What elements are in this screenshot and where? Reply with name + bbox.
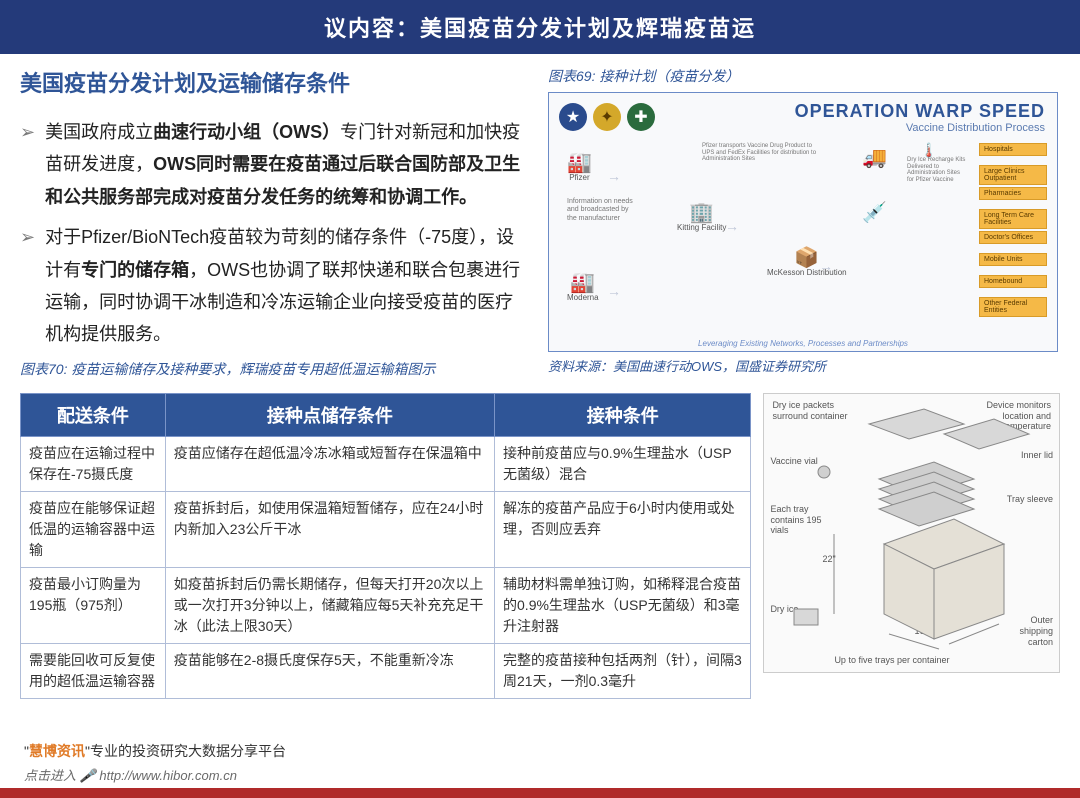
table-cell: 疫苗应储存在超低温冷冻冰箱或短暂存在保温箱中 xyxy=(165,436,494,491)
table-cell: 完整的疫苗接种包括两剂（针），间隔3周21天，一剂0.3毫升 xyxy=(495,643,751,698)
left-column: 美国疫苗分发计划及运输储存条件 ➢ 美国政府成立曲速行动小组（OWS）专门针对新… xyxy=(20,66,530,385)
right-column: 图表69: 接种计划（疫苗分发） ★ ✦ ✚ OPERATION WARP SP… xyxy=(548,66,1058,385)
chart70-caption: 图表70: 疫苗运输储存及接种要求，辉瑞疫苗专用超低温运输箱图示 xyxy=(20,359,530,379)
table-row: 需要能回收可反复使用的超低温运输容器疫苗能够在2-8摄氏度保存5天，不能重新冷冻… xyxy=(21,643,751,698)
table-cell: 疫苗应在能够保证超低温的运输容器中运输 xyxy=(21,491,166,567)
table-header-row: 配送条件接种点储存条件接种条件 xyxy=(21,393,751,436)
source-line: 资料来源：辉瑞，FDA，国盛证券研究所 点击进入 🎤 http://www.hi… xyxy=(0,765,1080,788)
table-cell: 如疫苗拆封后仍需长期储存，但每天打开20次以上或一次打开3分钟以上，储藏箱应每5… xyxy=(165,567,494,643)
bullet-text: 美国政府成立曲速行动小组（OWS）专门针对新冠和加快疫苗研发进度，OWS同时需要… xyxy=(45,116,530,213)
table-header: 接种条件 xyxy=(495,393,751,436)
table-cell: 疫苗应在运输过程中保存在-75摄氏度 xyxy=(21,436,166,491)
infographic-footer: Leveraging Existing Networks, Processes … xyxy=(549,339,1057,348)
ig-tag: Homebound xyxy=(979,275,1047,288)
table-row: 疫苗最小订购量为195瓶（975剂）如疫苗拆封后仍需长期储存，但每天打开20次以… xyxy=(21,567,751,643)
arrow-icon: → xyxy=(607,283,621,299)
box-svg xyxy=(764,394,1064,674)
infographic-body: 🏭Pfizer 🏭Moderna 🏢Kitting Facility 📦McKe… xyxy=(557,143,1049,331)
attribution: "慧博资讯"专业的投资研究大数据分享平台 xyxy=(0,741,1080,765)
ig-tag: Long Term Care Facilities xyxy=(979,209,1047,229)
arrow-icon: → xyxy=(819,258,833,274)
ig-note2: Pfizer transports Vaccine Drug Product t… xyxy=(702,143,822,163)
ig-node-kitting: 🏢Kitting Facility xyxy=(677,203,726,232)
ig-tag: Mobile Units xyxy=(979,253,1047,266)
ig-tag: Pharmacies xyxy=(979,187,1047,200)
conditions-table-wrap: 配送条件接种点储存条件接种条件 疫苗应在运输过程中保存在-75摄氏度疫苗应储存在… xyxy=(20,393,751,699)
ig-note1: Dry Ice Recharge Kits Delivered to Admin… xyxy=(907,157,967,183)
table-body: 疫苗应在运输过程中保存在-75摄氏度疫苗应储存在超低温冷冻冰箱或短暂存在保温箱中… xyxy=(21,436,751,698)
ig-node-pfizer: 🏭Pfizer xyxy=(567,153,592,182)
ig-tag: Hospitals xyxy=(979,143,1047,156)
table-cell: 接种前疫苗应与0.9%生理盐水（USP无菌级）混合 xyxy=(495,436,751,491)
shipping-box-diagram: Dry ice packets surround container Devic… xyxy=(763,393,1060,673)
ig-node-mckesson: 📦McKesson Distribution xyxy=(767,248,847,277)
infographic-title: OPERATION WARP SPEED Vaccine Distributio… xyxy=(795,101,1045,134)
table-cell: 解冻的疫苗产品应于6小时内使用或处理，否则应丢弃 xyxy=(495,491,751,567)
thermo-icon: 🌡️ xyxy=(912,143,946,157)
arrow-icon: ➢ xyxy=(20,221,35,351)
warp-speed-infographic: ★ ✦ ✚ OPERATION WARP SPEED Vaccine Distr… xyxy=(548,92,1058,352)
bullet-item: ➢ 对于Pfizer/BioNTech疫苗较为苛刻的储存条件（-75度），设计有… xyxy=(20,221,530,351)
conditions-table: 配送条件接种点储存条件接种条件 疫苗应在运输过程中保存在-75摄氏度疫苗应储存在… xyxy=(20,393,751,699)
table-cell: 疫苗能够在2-8摄氏度保存5天，不能重新冷冻 xyxy=(165,643,494,698)
table-row: 疫苗应在能够保证超低温的运输容器中运输疫苗拆封后，如使用保温箱短暂储存，应在24… xyxy=(21,491,751,567)
seal-icon: ✚ xyxy=(627,103,655,131)
bullet-list: ➢ 美国政府成立曲速行动小组（OWS）专门针对新冠和加快疫苗研发进度，OWS同时… xyxy=(20,116,530,351)
table-header: 接种点储存条件 xyxy=(165,393,494,436)
table-cell: 疫苗拆封后，如使用保温箱短暂储存，应在24小时内新加入23公斤干冰 xyxy=(165,491,494,567)
arrow-icon: → xyxy=(725,218,739,234)
table-cell: 辅助材料需单独订购，如稀释混合疫苗的0.9%生理盐水（USP无菌级）和3毫升注射… xyxy=(495,567,751,643)
infographic-source: 资料来源：美国曲速行动OWS，国盛证券研究所 xyxy=(548,356,1058,375)
bullet-item: ➢ 美国政府成立曲速行动小组（OWS）专门针对新冠和加快疫苗研发进度，OWS同时… xyxy=(20,116,530,213)
ig-tag: Large Clinics Outpatient xyxy=(979,165,1047,185)
bottom-red-bar xyxy=(0,788,1080,798)
footer: "慧博资讯"专业的投资研究大数据分享平台 资料来源：辉瑞，FDA，国盛证券研究所… xyxy=(0,741,1080,798)
arrow-icon: ➢ xyxy=(20,116,35,213)
table-row: 疫苗应在运输过程中保存在-75摄氏度疫苗应储存在超低温冷冻冰箱或短暂存在保温箱中… xyxy=(21,436,751,491)
table-cell: 疫苗最小订购量为195瓶（975剂） xyxy=(21,567,166,643)
header-title: 议内容：美国疫苗分发计划及辉瑞疫苗运 xyxy=(324,11,756,43)
content-area: 美国疫苗分发计划及运输储存条件 ➢ 美国政府成立曲速行动小组（OWS）专门针对新… xyxy=(0,54,1080,385)
ig-node-truck: 🚚 xyxy=(862,148,887,168)
table-header: 配送条件 xyxy=(21,393,166,436)
ig-tag: Other Federal Entities xyxy=(979,297,1047,317)
bullet-text: 对于Pfizer/BioNTech疫苗较为苛刻的储存条件（-75度），设计有专门… xyxy=(45,221,530,351)
header-bar: 议内容：美国疫苗分发计划及辉瑞疫苗运 xyxy=(0,0,1080,54)
ig-node-syringe: 💉 xyxy=(862,203,887,223)
section-title: 美国疫苗分发计划及运输储存条件 xyxy=(20,66,530,98)
ig-sidetext: Information on needs and broadcasted by … xyxy=(567,198,637,223)
seal-icon: ✦ xyxy=(593,103,621,131)
ig-node-moderna: 🏭Moderna xyxy=(567,273,599,302)
seal-row: ★ ✦ ✚ xyxy=(559,103,655,131)
seal-icon: ★ xyxy=(559,103,587,131)
chart69-caption: 图表69: 接种计划（疫苗分发） xyxy=(548,66,1058,86)
arrow-icon: → xyxy=(607,168,621,184)
lower-area: 配送条件接种点储存条件接种条件 疫苗应在运输过程中保存在-75摄氏度疫苗应储存在… xyxy=(0,393,1080,699)
ig-tag: Doctor's Offices xyxy=(979,231,1047,244)
table-cell: 需要能回收可反复使用的超低温运输容器 xyxy=(21,643,166,698)
